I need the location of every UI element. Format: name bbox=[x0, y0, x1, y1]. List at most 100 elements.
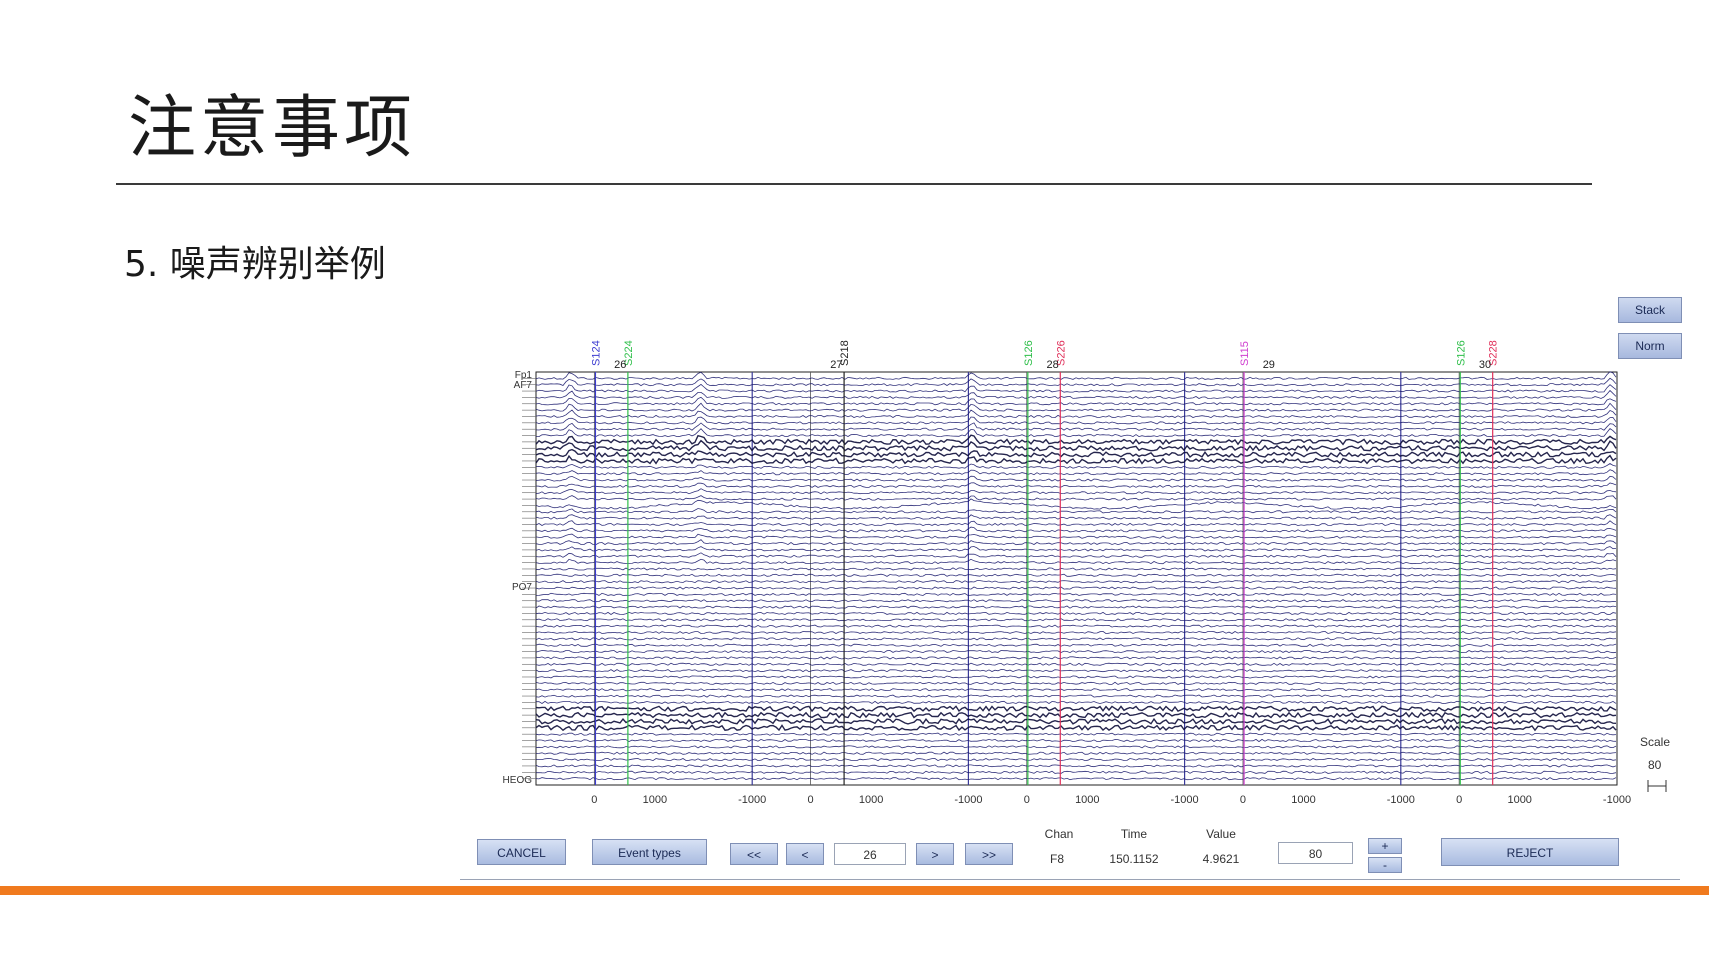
eeg-trace bbox=[535, 630, 1617, 635]
time-label: Time bbox=[1120, 827, 1148, 841]
x-tick-label: 1000 bbox=[859, 794, 883, 806]
epoch-number: 27 bbox=[830, 359, 842, 371]
scale-decrease-button[interactable]: - bbox=[1368, 857, 1402, 873]
eeg-trace bbox=[535, 724, 1617, 732]
next-epoch-button[interactable]: > bbox=[916, 843, 954, 865]
eeg-trace bbox=[535, 573, 1617, 577]
eeg-trace bbox=[535, 717, 1617, 725]
eeg-trace bbox=[535, 533, 1617, 539]
eeg-trace bbox=[535, 469, 1617, 476]
eeg-trace bbox=[535, 580, 1617, 584]
scale-label: Scale bbox=[1640, 735, 1671, 749]
value-label: Value bbox=[1206, 827, 1236, 841]
time-value: 150.1152 bbox=[1109, 852, 1159, 866]
x-tick-label: -1000 bbox=[954, 794, 982, 806]
eeg-trace bbox=[535, 498, 1617, 510]
eeg-trace bbox=[535, 605, 1617, 609]
eeg-trace bbox=[535, 434, 1617, 446]
scale-bar-icon bbox=[1647, 780, 1667, 792]
scale-increase-button[interactable]: + bbox=[1368, 838, 1402, 854]
event-label: S226 bbox=[1055, 340, 1067, 366]
eeg-trace bbox=[535, 675, 1617, 679]
eeg-trace bbox=[535, 592, 1617, 596]
eeg-trace bbox=[535, 402, 1617, 412]
slide-title: 注意事项 bbox=[128, 89, 417, 168]
norm-button[interactable]: Norm bbox=[1618, 333, 1682, 359]
eeg-trace bbox=[535, 669, 1617, 673]
eeg-trace bbox=[535, 377, 1617, 387]
eeg-trace bbox=[535, 618, 1616, 622]
x-tick-label: 1000 bbox=[643, 794, 667, 806]
scale-value: 80 bbox=[1648, 758, 1662, 772]
cancel-button[interactable]: CANCEL bbox=[477, 839, 566, 865]
eeg-trace bbox=[535, 409, 1617, 419]
prev-epoch-button[interactable]: < bbox=[786, 843, 824, 865]
eeg-trace bbox=[535, 624, 1617, 628]
eeg-trace bbox=[535, 463, 1617, 469]
eeg-plot[interactable]: S124 S224 S218 S126 S226 S115 S126 S228 26 27 28 29… bbox=[470, 330, 1640, 810]
x-tick-label: -1000 bbox=[738, 794, 766, 806]
eeg-trace bbox=[535, 745, 1617, 749]
plot-frame bbox=[535, 371, 1618, 786]
x-tick-label: -1000 bbox=[1171, 794, 1199, 806]
eeg-trace bbox=[535, 416, 1617, 425]
eeg-trace bbox=[535, 586, 1617, 590]
eeg-trace bbox=[535, 738, 1617, 743]
chan-label: Chan bbox=[1044, 827, 1074, 841]
x-tick-label: 1000 bbox=[1075, 794, 1099, 806]
eeg-trace bbox=[535, 764, 1617, 768]
last-epoch-button[interactable]: >> bbox=[965, 843, 1013, 865]
eeg-trace bbox=[535, 751, 1617, 755]
event-label: S126 bbox=[1023, 340, 1035, 366]
eeg-trace bbox=[535, 688, 1617, 692]
eeg-trace bbox=[535, 758, 1617, 762]
reject-button[interactable]: REJECT bbox=[1441, 838, 1619, 866]
eeg-trace bbox=[535, 396, 1617, 406]
eeg-trace bbox=[535, 637, 1617, 641]
event-label: S218 bbox=[839, 340, 851, 366]
bottom-accent-bar bbox=[0, 886, 1709, 895]
event-types-button[interactable]: Event types bbox=[592, 839, 707, 865]
eeg-trace bbox=[535, 770, 1617, 774]
eeg-trace bbox=[535, 422, 1617, 431]
eeg-trace bbox=[535, 439, 1617, 452]
eeg-trace bbox=[535, 520, 1617, 527]
eeg-trace bbox=[535, 514, 1617, 520]
eeg-trace bbox=[535, 656, 1617, 660]
channel-label: AF7 bbox=[514, 380, 533, 391]
eeg-trace bbox=[535, 448, 1617, 459]
channel-label: Fp1 bbox=[515, 370, 533, 381]
x-tick-label: -1000 bbox=[1387, 794, 1415, 806]
eeg-trace bbox=[535, 475, 1617, 482]
epoch-number: 28 bbox=[1047, 359, 1059, 371]
epoch-number-input[interactable]: 26 bbox=[834, 843, 906, 865]
event-label: S126 bbox=[1455, 340, 1467, 366]
stack-button[interactable]: Stack bbox=[1618, 297, 1682, 323]
x-tick-label: 0 bbox=[1456, 794, 1462, 806]
slide-subtitle: 5. 噪声辨别举例 bbox=[124, 244, 386, 285]
event-label: S228 bbox=[1488, 340, 1500, 366]
event-label: S224 bbox=[623, 340, 635, 366]
x-tick-label: 0 bbox=[591, 794, 597, 806]
epoch-number: 26 bbox=[614, 359, 626, 371]
eeg-trace bbox=[535, 482, 1617, 488]
eeg-trace bbox=[535, 694, 1617, 698]
eeg-trace bbox=[535, 681, 1617, 685]
x-tick-label: -1000 bbox=[1603, 794, 1631, 806]
eeg-trace bbox=[535, 454, 1617, 465]
eeg-trace bbox=[535, 526, 1617, 533]
eeg-trace bbox=[535, 495, 1617, 501]
panel-divider bbox=[460, 879, 1680, 880]
x-tick-label: 0 bbox=[1024, 794, 1030, 806]
first-epoch-button[interactable]: << bbox=[730, 843, 778, 865]
eeg-trace bbox=[535, 777, 1617, 781]
event-label: S115 bbox=[1239, 341, 1251, 366]
eeg-trace bbox=[535, 711, 1617, 719]
eeg-trace bbox=[535, 558, 1617, 565]
scale-input[interactable]: 80 bbox=[1278, 842, 1353, 864]
eeg-trace bbox=[535, 599, 1617, 603]
eeg-epoch-viewer[interactable]: S124 S224 S218 S126 S226 S115 S126 S228 26 27 28 29… bbox=[470, 330, 1640, 810]
eeg-trace bbox=[535, 383, 1617, 393]
x-tick-label: 0 bbox=[808, 794, 814, 806]
eeg-trace bbox=[535, 552, 1617, 558]
